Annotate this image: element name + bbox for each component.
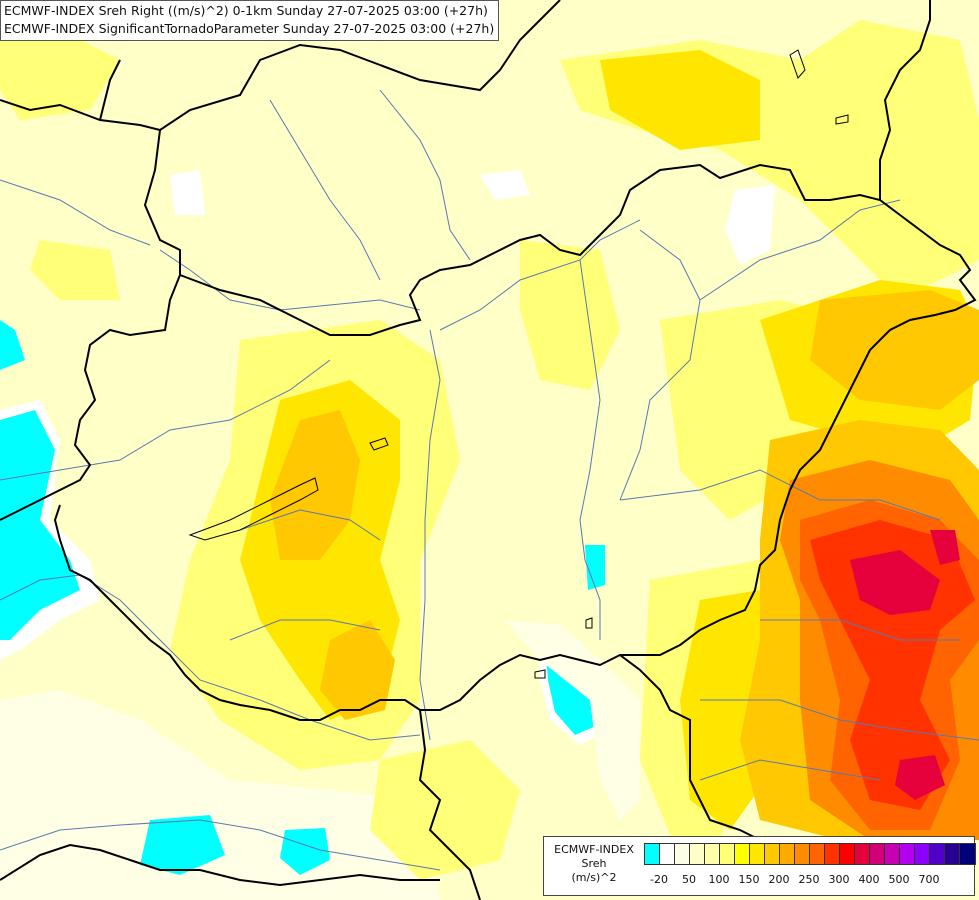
legend-swatch — [930, 844, 945, 864]
legend-tick-label: 500 — [888, 873, 910, 886]
legend-variable: Sreh — [581, 857, 607, 870]
map-title-box: ECMWF-INDEX Sreh Right ((m/s)^2) 0-1km S… — [0, 0, 500, 41]
legend-swatch — [690, 844, 705, 864]
legend-swatch — [735, 844, 750, 864]
pale-zone-southwest — [0, 690, 440, 900]
red-fields — [780, 460, 979, 840]
lakes — [188, 49, 849, 679]
legend-swatch — [660, 844, 675, 864]
rivers — [0, 89, 979, 871]
legend-unit: (m/s)^2 — [571, 871, 617, 884]
legend-tick-label: -20 — [650, 873, 668, 886]
title-line-stp: ECMWF-INDEX SignificantTornadoParameter … — [4, 21, 495, 36]
legend-tick-label: 300 — [828, 873, 850, 886]
legend-swatch — [750, 844, 765, 864]
legend-swatch — [960, 844, 975, 864]
legend-swatch — [915, 844, 930, 864]
legend-swatch — [645, 844, 660, 864]
legend-swatch — [855, 844, 870, 864]
legend-swatch — [900, 844, 915, 864]
legend-tick-label: 50 — [682, 873, 696, 886]
legend-swatch — [675, 844, 690, 864]
color-legend: ECMWF-INDEX Sreh (m/s)^2 -20 50 100 150 200 2… — [543, 836, 976, 896]
legend-swatch — [780, 844, 795, 864]
legend-source: ECMWF-INDEX — [554, 843, 634, 856]
legend-swatch — [885, 844, 900, 864]
legend-tick-label: 150 — [738, 873, 760, 886]
legend-tick-label: 100 — [708, 873, 730, 886]
legend-title: ECMWF-INDEX Sreh (m/s)^2 — [548, 843, 640, 885]
legend-swatch — [840, 844, 855, 864]
legend-swatch — [705, 844, 720, 864]
cyan-fields — [0, 170, 775, 875]
legend-swatch — [825, 844, 840, 864]
legend-swatch — [870, 844, 885, 864]
legend-color-bar — [644, 843, 976, 865]
legend-swatch — [810, 844, 825, 864]
legend-tick-label: 400 — [858, 873, 880, 886]
legend-tick-labels: -20 50 100 150 200 250 300 400 500 700 — [644, 873, 974, 889]
legend-tick-label: 200 — [768, 873, 790, 886]
legend-tick-label: 700 — [918, 873, 940, 886]
legend-swatch — [765, 844, 780, 864]
legend-swatch — [945, 844, 960, 864]
legend-swatch — [720, 844, 735, 864]
legend-swatch — [795, 844, 810, 864]
legend-tick-label: 250 — [798, 873, 820, 886]
title-line-sreh: ECMWF-INDEX Sreh Right ((m/s)^2) 0-1km S… — [4, 3, 488, 18]
